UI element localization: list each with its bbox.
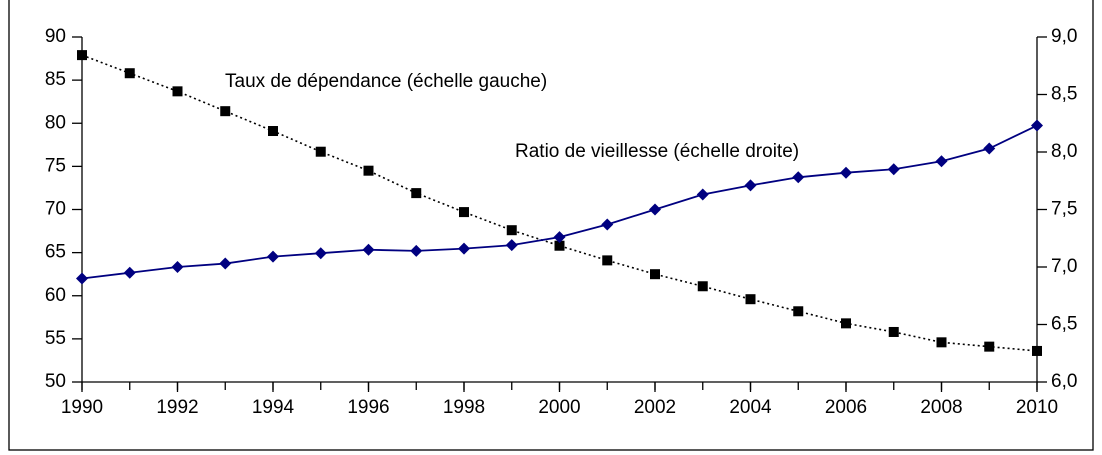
x-tick-label: 1992 (156, 397, 198, 418)
marker (458, 242, 470, 255)
x-tick-label: 1990 (61, 397, 103, 418)
y2-tick-label: 7,0 (1051, 256, 1077, 277)
marker (506, 225, 517, 236)
y2-tick-label: 8,5 (1051, 84, 1077, 105)
y-tick-label: 75 (45, 155, 66, 176)
marker (77, 50, 87, 61)
y-tick-label: 50 (45, 371, 66, 392)
y-tick-label: 60 (45, 285, 66, 306)
marker (1031, 119, 1043, 132)
series-line (81, 54, 1038, 352)
marker (411, 188, 422, 199)
x-tick-label: 2000 (538, 397, 580, 418)
marker (219, 257, 232, 270)
marker (362, 243, 375, 256)
marker (553, 231, 566, 244)
marker (123, 266, 136, 279)
marker (841, 318, 851, 329)
annotation: Ratio de vieillesse (échelle droite) (515, 141, 799, 162)
marker (983, 142, 996, 155)
marker (793, 306, 804, 317)
marker (745, 294, 756, 305)
marker (697, 281, 708, 292)
x-tick-label: 1994 (252, 397, 295, 418)
marker (602, 255, 613, 266)
marker (315, 146, 326, 157)
marker (650, 269, 660, 280)
marker (267, 250, 279, 263)
y-tick-label: 80 (45, 112, 66, 133)
x-tick-label: 2002 (634, 397, 676, 418)
marker (1032, 345, 1042, 356)
marker (792, 171, 805, 184)
marker (124, 68, 135, 79)
marker (696, 188, 709, 201)
marker (410, 244, 423, 257)
marker (744, 179, 757, 192)
y-tick-label: 55 (45, 328, 66, 349)
frame (8, 0, 1094, 451)
y-tick-label: 85 (45, 69, 66, 90)
marker (172, 86, 183, 97)
y2-tick-label: 6,0 (1051, 371, 1077, 392)
marker (984, 341, 995, 352)
marker (363, 165, 374, 176)
marker (554, 240, 565, 251)
x-tick-label: 1996 (347, 397, 389, 418)
marker (888, 326, 899, 337)
y2-tick-label: 9,0 (1051, 26, 1077, 47)
marker (314, 247, 327, 260)
x-tick-label: 2004 (729, 397, 772, 418)
marker (649, 203, 661, 216)
x-tick-label: 2010 (1016, 397, 1058, 418)
marker (220, 106, 231, 117)
marker (171, 261, 184, 273)
marker (936, 337, 947, 348)
x-tick-label: 1998 (443, 397, 485, 418)
annotation: Taux de dépendance (échelle gauche) (225, 71, 547, 92)
y2-tick-label: 7,5 (1051, 199, 1077, 220)
marker (935, 155, 948, 168)
x-tick-label: 2006 (825, 397, 867, 418)
marker (505, 239, 518, 252)
marker (887, 163, 900, 176)
y2-tick-label: 6,5 (1051, 314, 1077, 335)
y-tick-label: 90 (45, 26, 66, 47)
marker (459, 207, 469, 218)
marker (268, 126, 278, 137)
y-tick-label: 70 (45, 199, 66, 220)
y2-tick-label: 8,0 (1051, 141, 1077, 162)
marker (601, 218, 614, 231)
x-tick-label: 2008 (920, 397, 962, 418)
marker (840, 166, 852, 179)
marker (76, 272, 88, 285)
y-tick-label: 65 (45, 242, 66, 263)
